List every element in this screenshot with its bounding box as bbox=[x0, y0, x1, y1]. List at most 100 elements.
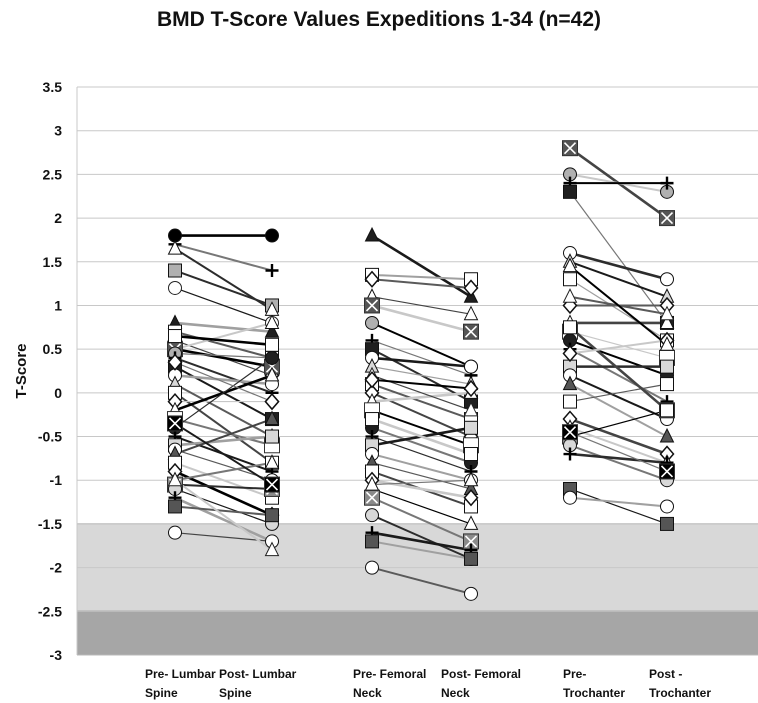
data-point bbox=[365, 534, 379, 549]
data-point bbox=[364, 371, 380, 389]
data-point bbox=[167, 471, 183, 487]
series-line bbox=[174, 418, 273, 447]
series-line bbox=[569, 278, 668, 341]
series-line bbox=[371, 540, 472, 560]
series-line bbox=[371, 378, 472, 390]
data-point-mark bbox=[464, 535, 478, 548]
data-point bbox=[463, 489, 479, 507]
data-point bbox=[463, 279, 479, 297]
series-line bbox=[569, 374, 668, 420]
data-point-mark bbox=[265, 478, 279, 491]
series-line bbox=[371, 514, 472, 560]
data-point bbox=[464, 447, 478, 462]
series-line bbox=[174, 321, 273, 351]
data-point bbox=[264, 366, 280, 382]
series-line bbox=[371, 339, 472, 376]
series-line bbox=[569, 191, 668, 324]
series-line bbox=[371, 566, 472, 595]
data-point bbox=[365, 508, 379, 523]
y-tick-label: 1.5 bbox=[43, 254, 63, 270]
series-line bbox=[174, 505, 273, 517]
data-point-mark bbox=[660, 465, 674, 478]
series-line bbox=[174, 532, 273, 542]
data-point-mark bbox=[660, 212, 674, 225]
data-point bbox=[660, 516, 674, 531]
series-line bbox=[371, 496, 472, 543]
series-line bbox=[569, 331, 668, 359]
data-point bbox=[660, 499, 674, 514]
series-line bbox=[569, 339, 668, 377]
data-point bbox=[562, 375, 578, 391]
series-line bbox=[174, 374, 273, 386]
series-line bbox=[569, 339, 668, 355]
series-line bbox=[174, 470, 273, 517]
series-line bbox=[371, 322, 472, 368]
y-tick-label: 0.5 bbox=[43, 341, 63, 357]
series-line bbox=[371, 488, 472, 525]
series-line bbox=[371, 453, 472, 482]
data-point bbox=[659, 305, 675, 321]
y-tick-label: -2.5 bbox=[38, 603, 62, 619]
data-point bbox=[463, 401, 479, 417]
y-axis-ticks: 3.5 3 2.5 2 1.5 1 0.5 0 -0.5 -1 -1.5 -2 -2.5 -3 bbox=[38, 79, 62, 663]
data-point bbox=[168, 525, 182, 540]
series-line bbox=[174, 347, 273, 368]
data-point bbox=[659, 336, 675, 351]
data-point bbox=[265, 337, 279, 352]
series-line bbox=[174, 488, 273, 525]
data-point bbox=[659, 427, 675, 443]
series-line bbox=[174, 461, 273, 482]
series-line bbox=[371, 383, 472, 421]
data-point bbox=[660, 176, 674, 190]
series-line bbox=[569, 251, 668, 281]
data-point bbox=[264, 541, 280, 557]
series-line bbox=[569, 348, 668, 403]
y-tick-label: 3.5 bbox=[43, 79, 63, 95]
series-line bbox=[569, 383, 668, 438]
series-group-lumbar-spine bbox=[167, 228, 280, 557]
series-line bbox=[569, 260, 668, 298]
data-point bbox=[265, 429, 279, 444]
data-point bbox=[168, 499, 182, 514]
data-point bbox=[660, 359, 674, 374]
series-line bbox=[174, 243, 273, 272]
series-line bbox=[371, 409, 472, 447]
series-line bbox=[371, 426, 472, 464]
series-line bbox=[174, 422, 273, 486]
series-line bbox=[569, 431, 668, 473]
data-point bbox=[463, 471, 479, 487]
series-line bbox=[371, 462, 472, 490]
data-point-mark bbox=[365, 491, 379, 504]
series-group-trochanter bbox=[562, 140, 675, 531]
data-point-mark bbox=[563, 142, 577, 155]
series-line bbox=[174, 356, 273, 394]
data-point bbox=[463, 515, 479, 530]
data-point bbox=[660, 403, 674, 418]
data-point bbox=[264, 314, 280, 329]
series-line bbox=[371, 391, 472, 403]
series-line bbox=[174, 361, 273, 403]
series-line bbox=[174, 330, 273, 359]
data-point bbox=[463, 305, 479, 321]
data-point bbox=[463, 379, 479, 398]
data-point bbox=[264, 323, 280, 338]
shaded-bands bbox=[77, 523, 758, 655]
data-point bbox=[365, 315, 379, 330]
series-line bbox=[174, 334, 273, 347]
data-point bbox=[265, 508, 279, 523]
series-line bbox=[569, 488, 668, 525]
series-line bbox=[569, 417, 668, 456]
shaded-band-1 bbox=[77, 611, 758, 655]
data-point bbox=[168, 280, 182, 295]
series-line bbox=[569, 383, 668, 403]
series-line bbox=[371, 304, 472, 333]
data-point bbox=[265, 264, 279, 278]
data-point bbox=[264, 392, 280, 411]
data-point bbox=[563, 272, 577, 287]
series-line bbox=[569, 326, 668, 412]
series-line bbox=[569, 452, 668, 465]
data-point-mark bbox=[563, 426, 577, 439]
series-line bbox=[371, 296, 472, 315]
series-line bbox=[371, 531, 472, 552]
